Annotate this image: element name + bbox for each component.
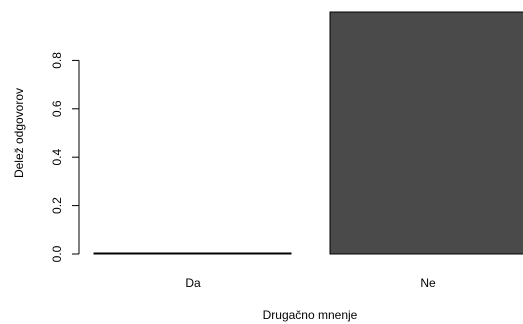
x-axis-labels: Da Ne <box>185 276 436 290</box>
bar-ne <box>329 11 523 255</box>
y-axis-title: Delež odgovorov <box>12 88 26 178</box>
x-category-label: Da <box>185 276 201 290</box>
y-tick-label: 0.4 <box>50 149 64 166</box>
y-tick-label: 0.0 <box>50 245 64 262</box>
x-axis-title: Drugačno mnenje <box>263 308 358 322</box>
y-tick-label: 0.8 <box>50 52 64 69</box>
bars <box>93 11 523 255</box>
y-axis: 0.0 0.2 0.4 0.6 0.8 <box>50 52 80 262</box>
x-category-label: Ne <box>420 276 436 290</box>
y-tick-label: 0.6 <box>50 100 64 117</box>
y-tick-label: 0.2 <box>50 197 64 214</box>
bar-da <box>93 252 292 255</box>
